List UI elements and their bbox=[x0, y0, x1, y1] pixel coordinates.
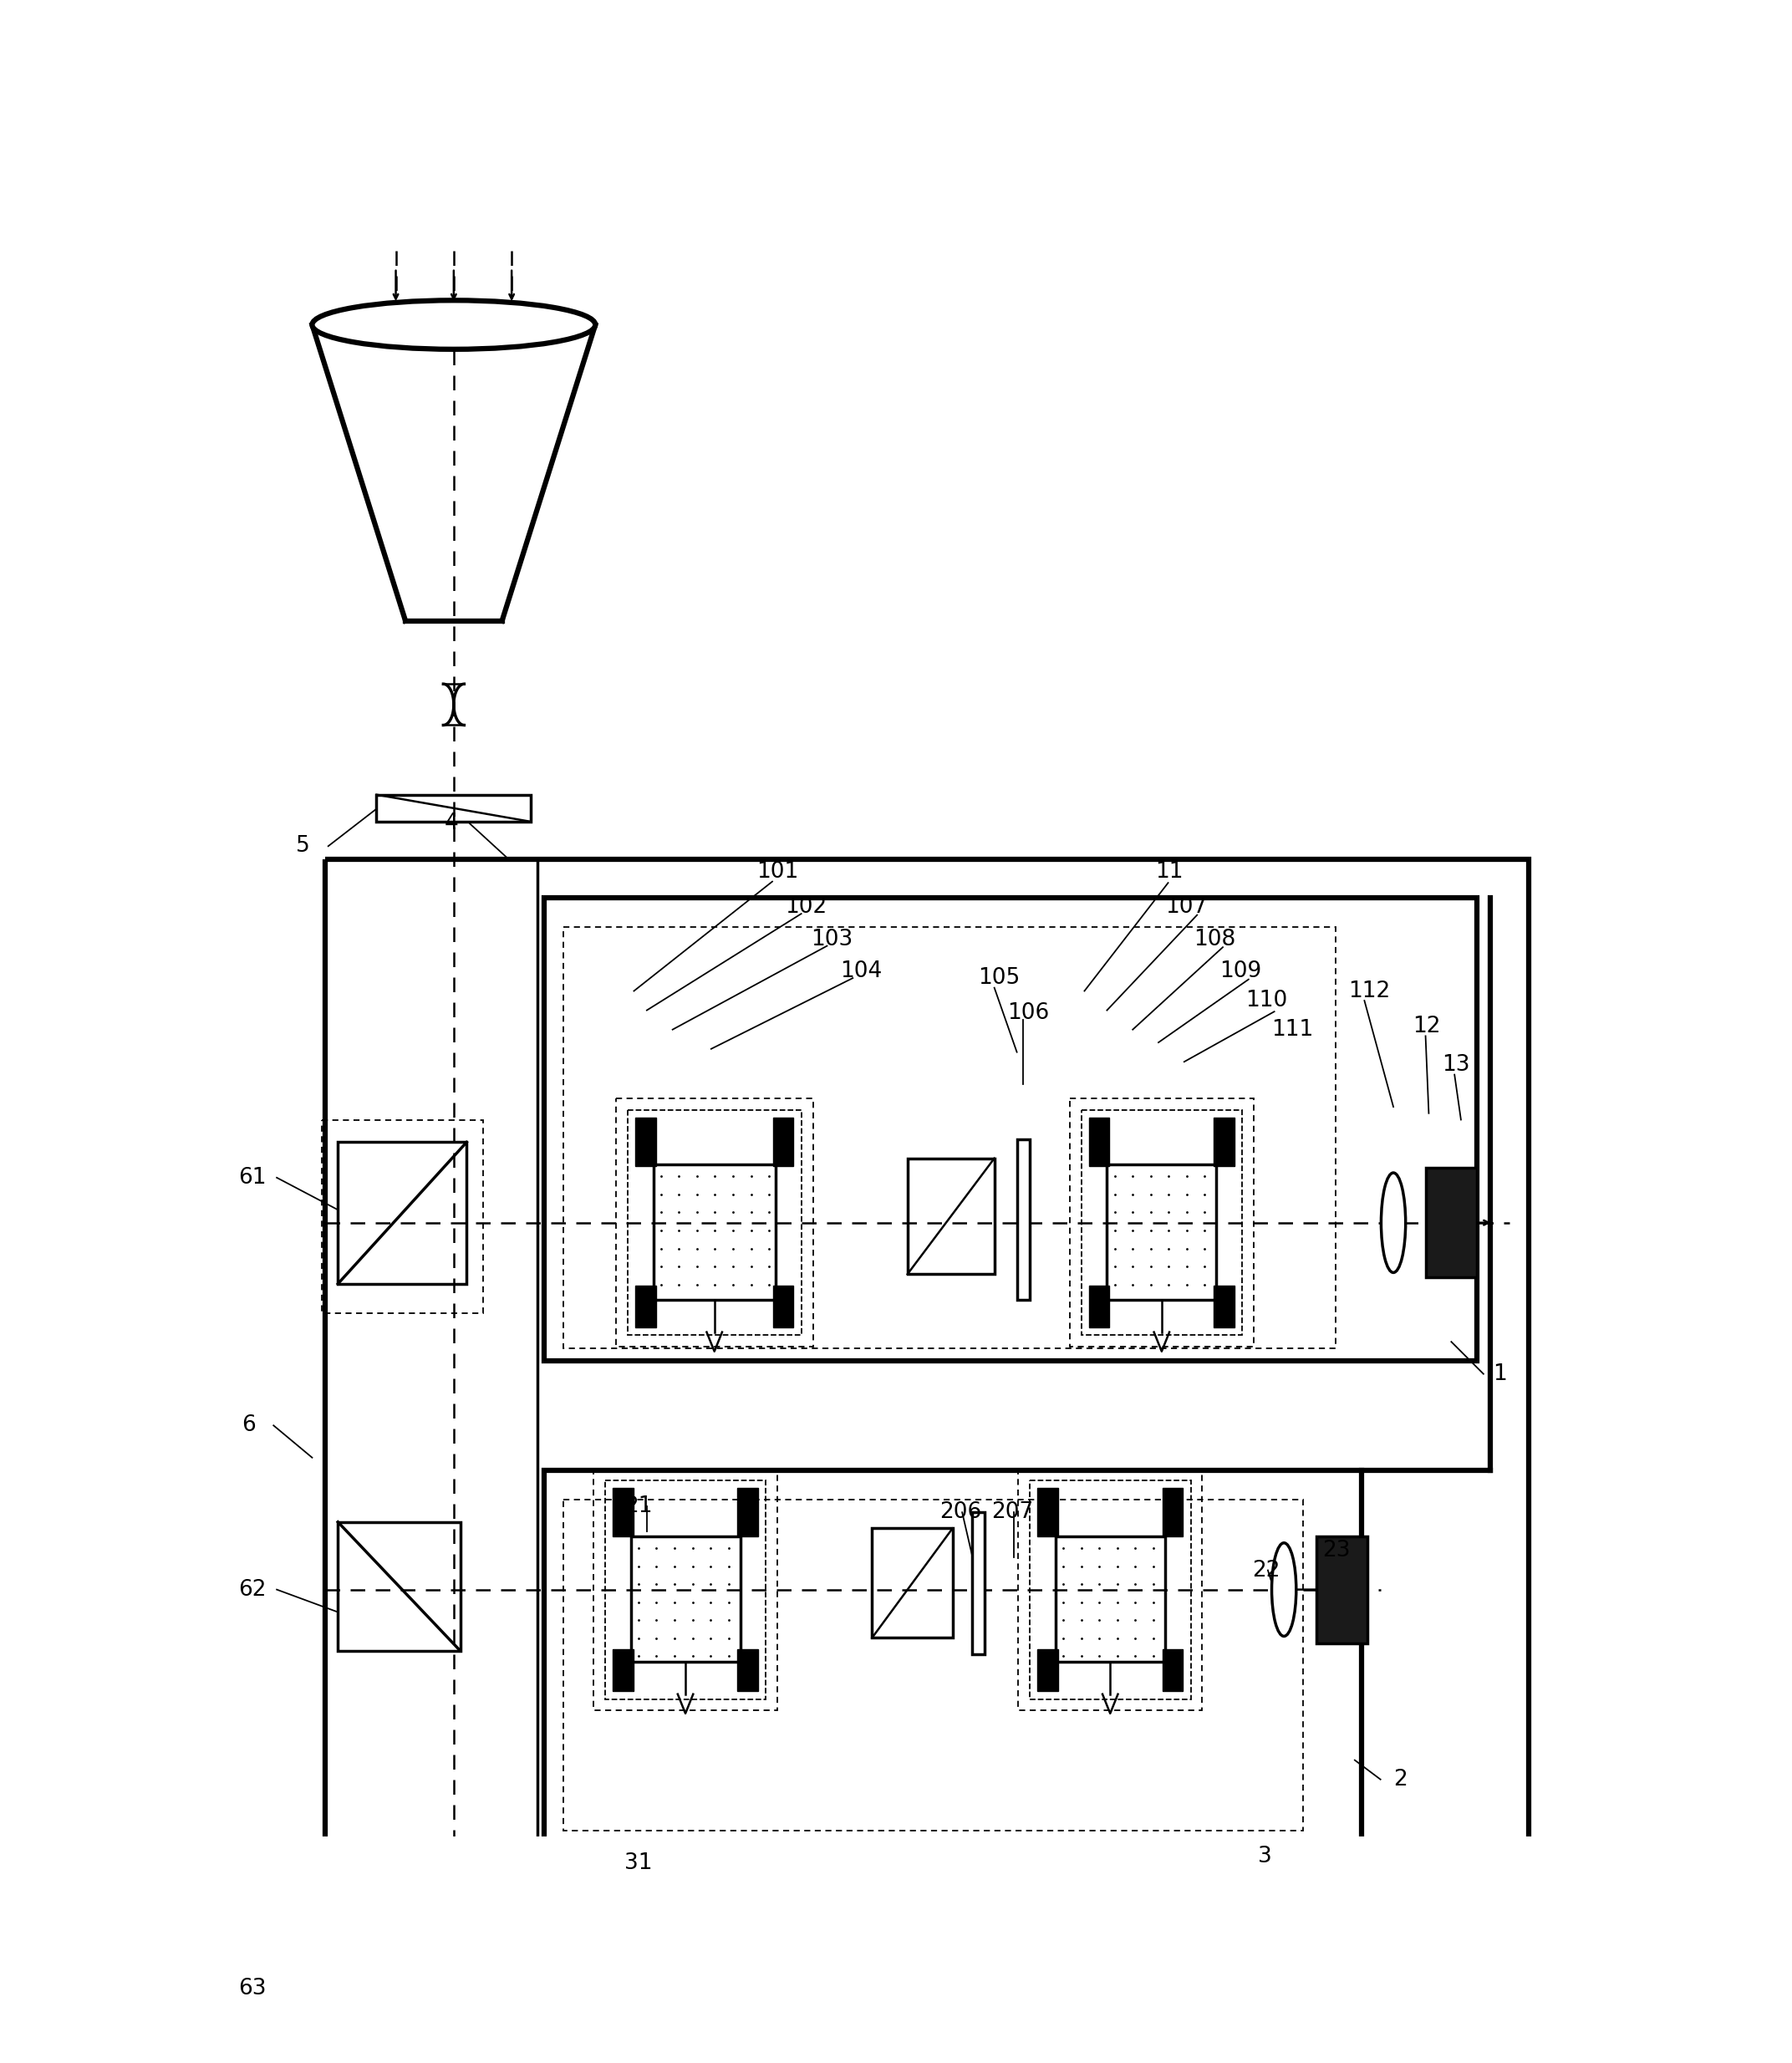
Text: 1: 1 bbox=[1493, 1364, 1507, 1384]
Bar bbox=[1081, 1110, 1242, 1335]
Text: 11: 11 bbox=[1156, 860, 1183, 883]
Bar bbox=[631, 1537, 740, 1663]
Bar bbox=[613, 2044, 633, 2063]
Bar bbox=[873, 1931, 950, 2034]
Bar bbox=[634, 1285, 656, 1329]
Text: 112: 112 bbox=[1348, 980, 1391, 1003]
Text: 108: 108 bbox=[1193, 928, 1236, 951]
Text: 21: 21 bbox=[624, 1496, 652, 1516]
Text: 2: 2 bbox=[1394, 1768, 1407, 1791]
Text: 31: 31 bbox=[624, 1853, 652, 1873]
Bar bbox=[613, 1487, 633, 1537]
Bar bbox=[1163, 1650, 1183, 1692]
Bar bbox=[563, 1500, 1303, 1832]
Bar bbox=[339, 1914, 461, 2042]
Text: 23: 23 bbox=[1322, 1541, 1351, 1562]
Bar bbox=[1213, 1118, 1235, 1166]
Bar bbox=[543, 1890, 1220, 2063]
Bar bbox=[1213, 1285, 1235, 1329]
Bar bbox=[613, 1890, 633, 1939]
Bar bbox=[738, 1890, 758, 1939]
Bar bbox=[606, 1881, 765, 2063]
Bar bbox=[971, 1512, 984, 1655]
Text: 6: 6 bbox=[242, 1415, 254, 1436]
Bar bbox=[593, 1469, 778, 1710]
Bar bbox=[324, 858, 1529, 2063]
Text: 104: 104 bbox=[840, 961, 882, 982]
Bar bbox=[1055, 1537, 1165, 1663]
Text: 101: 101 bbox=[756, 860, 797, 883]
Bar bbox=[772, 1118, 794, 1166]
Bar bbox=[1315, 1537, 1367, 1642]
Text: 3: 3 bbox=[1258, 1846, 1272, 1867]
Text: 13: 13 bbox=[1441, 1054, 1469, 1075]
Bar bbox=[627, 1110, 801, 1335]
Text: 106: 106 bbox=[1007, 1003, 1048, 1025]
Text: 111: 111 bbox=[1271, 1019, 1314, 1040]
Bar bbox=[1163, 1487, 1183, 1537]
Text: 4: 4 bbox=[444, 813, 459, 836]
Bar bbox=[1038, 1487, 1057, 1537]
Bar bbox=[563, 926, 1335, 1349]
Text: 109: 109 bbox=[1220, 961, 1262, 982]
Bar bbox=[1016, 1139, 1030, 1300]
Ellipse shape bbox=[977, 1947, 1000, 2030]
Bar bbox=[738, 2044, 758, 2063]
Ellipse shape bbox=[1272, 1543, 1296, 1636]
Bar bbox=[613, 1650, 633, 1692]
Text: 22: 22 bbox=[1253, 1560, 1279, 1580]
Text: 61: 61 bbox=[238, 1168, 267, 1188]
Text: 107: 107 bbox=[1165, 897, 1206, 918]
Bar bbox=[738, 1487, 758, 1537]
Bar bbox=[323, 1120, 482, 1312]
Bar bbox=[1107, 1166, 1217, 1300]
Text: 62: 62 bbox=[238, 1578, 267, 1601]
Bar bbox=[654, 1166, 776, 1300]
Text: 102: 102 bbox=[785, 897, 828, 918]
Bar bbox=[606, 1479, 765, 1700]
Ellipse shape bbox=[1382, 1172, 1405, 1273]
Bar bbox=[1090, 1285, 1109, 1329]
Bar bbox=[873, 1529, 953, 1638]
Bar bbox=[543, 1471, 1362, 1844]
Bar bbox=[339, 1143, 466, 1283]
Bar bbox=[1090, 1118, 1109, 1166]
Bar bbox=[339, 1522, 461, 1650]
Text: 63: 63 bbox=[238, 1978, 267, 1999]
Text: 12: 12 bbox=[1412, 1015, 1441, 1038]
Text: 207: 207 bbox=[991, 1502, 1034, 1522]
Bar bbox=[1038, 1650, 1057, 1692]
Text: 105: 105 bbox=[978, 968, 1020, 988]
Bar bbox=[772, 1285, 794, 1329]
Ellipse shape bbox=[312, 301, 595, 349]
Bar bbox=[616, 1098, 814, 1347]
Bar bbox=[376, 794, 530, 821]
Bar bbox=[738, 1650, 758, 1692]
Bar bbox=[1014, 1941, 1063, 2036]
Bar bbox=[1426, 1168, 1477, 1277]
Bar bbox=[1018, 1469, 1202, 1710]
Text: 103: 103 bbox=[812, 928, 853, 951]
Bar bbox=[593, 1871, 778, 2063]
Bar bbox=[1070, 1098, 1254, 1347]
Bar bbox=[1030, 1479, 1190, 1700]
Bar bbox=[634, 1118, 656, 1166]
Bar bbox=[633, 1939, 738, 2057]
Bar bbox=[563, 1919, 969, 2063]
Text: 110: 110 bbox=[1245, 990, 1287, 1011]
Text: 206: 206 bbox=[939, 1502, 982, 1522]
Bar bbox=[543, 897, 1477, 1362]
Bar bbox=[907, 1157, 995, 1275]
Text: 5: 5 bbox=[296, 836, 310, 856]
